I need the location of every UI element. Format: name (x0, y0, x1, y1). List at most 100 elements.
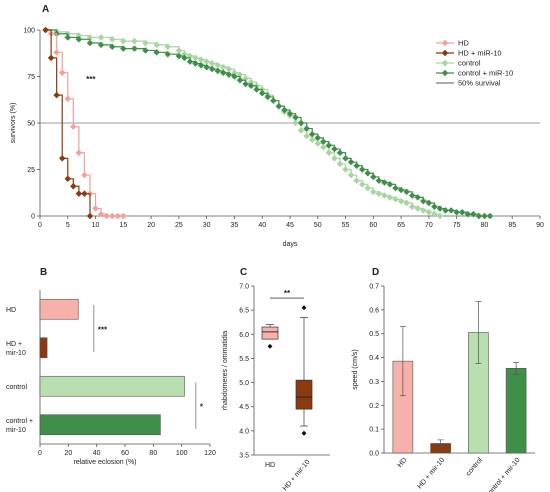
data-point-control-mir-10 (386, 181, 394, 188)
bar (39, 337, 48, 359)
data-point-control-mir-10 (453, 208, 461, 216)
data-point-control (364, 184, 372, 192)
legend-marker (441, 39, 449, 47)
data-point-control-mir-10 (97, 41, 105, 49)
data-point-hd (114, 212, 122, 220)
panel-letter-a: A (42, 4, 49, 15)
legend-label: HD + miR-10 (458, 49, 502, 58)
x-tick-label: 60 (369, 222, 377, 229)
data-point-control-mir-10 (447, 207, 455, 214)
data-point-control (175, 47, 183, 54)
data-point-control-mir-10 (197, 61, 205, 69)
y-axis-title: survivors (%) (10, 103, 17, 144)
x-tick-label: 40 (258, 222, 266, 229)
data-point-control-mir-10 (286, 110, 294, 118)
category-label: HD + (6, 341, 22, 348)
legend-label: control + miR-10 (458, 69, 513, 78)
x-tick-label: 120 (204, 450, 216, 457)
data-point-control-mir-10 (119, 45, 127, 52)
x-tick-label: 40 (93, 450, 101, 457)
data-point-hd (81, 171, 88, 179)
data-point-control (392, 195, 399, 203)
data-point-control (142, 39, 149, 47)
data-point-control (381, 192, 388, 199)
category-label: mir-10 (6, 427, 26, 434)
data-point-control-mir-10 (464, 210, 472, 218)
data-point-control (358, 181, 366, 188)
data-point-control-mir-10 (181, 54, 188, 62)
eclosion-chart: 0 20 40 60 80 100 120 relative eclosion (%) HD HD… (6, 290, 216, 466)
x-tick-label: 45 (286, 222, 294, 229)
data-point-control-mir-10 (436, 205, 444, 212)
x-tick-label: 25 (175, 222, 183, 229)
x-tick-label: 0 (38, 450, 42, 457)
y-tick-label: 0 (31, 214, 35, 221)
y-axis-title: speed (cm/s) (352, 349, 359, 389)
data-point-control-mir-10 (275, 102, 283, 110)
significance-label: * (200, 403, 204, 412)
category-label: mir-10 (6, 350, 26, 357)
data-point-control-mir-10 (303, 125, 311, 132)
category-label: HD (265, 462, 275, 469)
y-tick-label: 0.5 (369, 331, 379, 338)
x-tick-label: 80 (149, 450, 157, 457)
x-axis-title: relative eclosion (%) (73, 459, 136, 466)
data-point-control-mir-10 (369, 173, 377, 181)
data-point-control (97, 34, 105, 41)
data-point-control-mir-10 (336, 149, 344, 157)
data-point-control (336, 160, 344, 168)
x-tick-label: 20 (147, 222, 155, 229)
rhabdomere-boxplot: 3.5 4.0 4.5 5.0 5.5 6.0 6.5 7.0 rhabdomeres / om… (222, 284, 330, 492)
data-point-control (131, 37, 138, 45)
data-point-hd-mir-10 (53, 91, 61, 99)
box (261, 326, 279, 340)
y-axis-title: rhabdomeres / ommatidia (222, 331, 229, 410)
x-tick-label: 15 (119, 222, 127, 229)
data-point-control-mir-10 (214, 67, 222, 75)
data-point-control-mir-10 (458, 208, 466, 216)
data-point-control (375, 190, 383, 198)
data-point-hd (97, 210, 105, 218)
data-point-control-mir-10 (203, 63, 211, 71)
data-point-hd-mir-10 (86, 212, 94, 220)
data-point-control-mir-10 (347, 158, 355, 166)
y-tick-label: 3.5 (239, 453, 249, 460)
data-point-control (319, 143, 327, 151)
data-point-control-mir-10 (331, 145, 338, 153)
x-tick-label: 65 (397, 222, 405, 229)
data-point-control-mir-10 (319, 138, 327, 145)
data-point-control-mir-10 (392, 184, 399, 192)
data-point-control-mir-10 (142, 47, 149, 54)
y-tick-label: 0.7 (369, 284, 379, 291)
box (295, 379, 313, 410)
data-point-control-mir-10 (403, 188, 411, 196)
data-point-control (397, 197, 405, 205)
y-tick-label: 50 (27, 121, 35, 128)
data-point-control (325, 149, 333, 157)
x-tick-label: 75 (453, 222, 461, 229)
x-tick-label: 0 (38, 222, 42, 229)
data-point-hd (108, 212, 116, 220)
data-point-hd-mir-10 (58, 154, 66, 162)
category-label: HD (6, 307, 16, 314)
data-point-control-mir-10 (381, 179, 388, 186)
y-tick-label: 0.4 (369, 355, 379, 362)
category-label: HD + mir-10 (282, 459, 312, 492)
bar (39, 375, 185, 397)
data-point-hd (53, 48, 61, 56)
data-point-control (308, 136, 316, 144)
data-point-control-mir-10 (342, 154, 349, 162)
bar (505, 368, 527, 454)
legend-marker (441, 59, 449, 67)
data-point-control-mir-10 (481, 212, 488, 220)
data-point-control (292, 119, 299, 127)
data-point-hd (92, 205, 99, 212)
significance-label: *** (86, 75, 96, 84)
outlier-point (301, 430, 307, 436)
data-point-control-mir-10 (297, 119, 305, 127)
y-tick-label: 6.5 (239, 308, 249, 315)
x-tick-label: 10 (92, 222, 100, 229)
y-tick-label: 75 (27, 74, 35, 81)
outlier-point (301, 305, 307, 311)
significance-label: *** (98, 326, 108, 335)
